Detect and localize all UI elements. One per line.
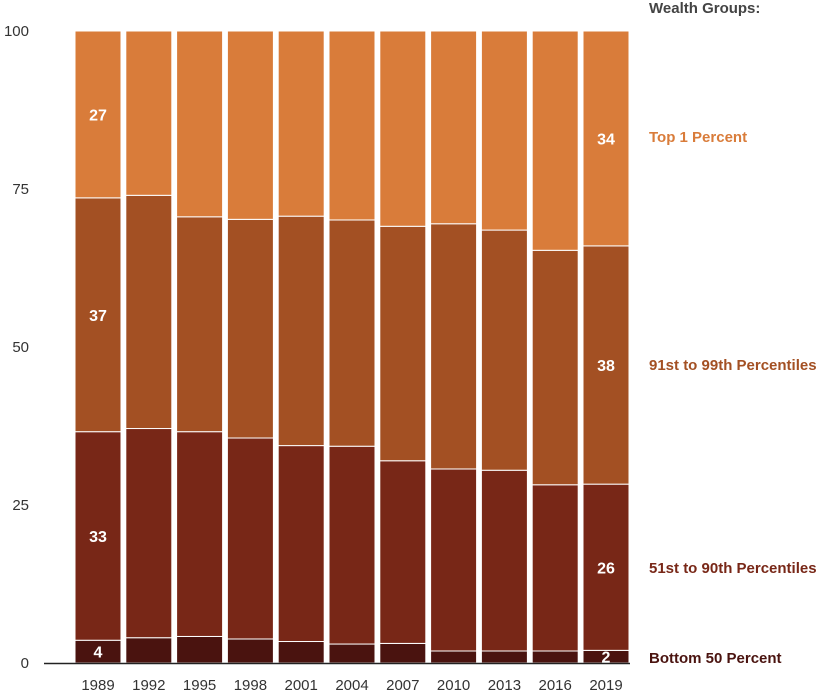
y-tick-label: 100 (4, 23, 29, 40)
bar-segment (531, 249, 579, 486)
data-label: 4 (94, 645, 103, 662)
y-tick-label: 50 (12, 339, 29, 356)
bar-segment (480, 469, 528, 652)
bar-segment (277, 445, 325, 643)
bar-segment (379, 460, 427, 644)
legend-title: Wealth Groups: (649, 0, 761, 17)
bar-segment (328, 445, 376, 645)
bar-segment (125, 428, 173, 639)
x-tick-label: 2016 (539, 677, 572, 694)
bar-segment (328, 643, 376, 664)
data-label: 37 (89, 308, 107, 325)
x-tick-label: 1998 (234, 677, 267, 694)
bar-segment (226, 638, 274, 664)
bar-segment (176, 635, 224, 664)
bar-segment (379, 225, 427, 462)
bar-segment (430, 650, 478, 664)
x-tick-label: 1992 (132, 677, 165, 694)
x-tick-label: 2004 (335, 677, 368, 694)
x-tick-label: 1995 (183, 677, 216, 694)
y-tick-label: 25 (12, 497, 29, 514)
bar-segment (379, 30, 427, 227)
bar-segment (379, 642, 427, 664)
bar-segment (531, 484, 579, 652)
bar-segment (277, 215, 325, 447)
data-label: 27 (89, 107, 107, 124)
y-axis: 0 25 50 75 100 (4, 23, 29, 672)
bar-segment (430, 223, 478, 470)
bar-segment (176, 216, 224, 433)
bar-segment (480, 650, 528, 664)
bar-segment (582, 245, 630, 485)
data-label: 33 (89, 529, 107, 546)
bar-segment (74, 431, 122, 641)
legend-top-1-percent: Top 1 Percent (649, 129, 748, 146)
bar-segment (480, 229, 528, 471)
bar-segment (328, 30, 376, 221)
bar-segment (125, 637, 173, 664)
x-axis: 1989 1992 1995 1998 2001 2004 2007 2010 2013 2016… (81, 677, 622, 694)
bar-segment (480, 30, 528, 231)
x-tick-label: 2019 (589, 677, 622, 694)
bar-segment (125, 30, 173, 196)
bars: 4 33 37 27 2 26 38 34 (44, 30, 630, 667)
legend-51st-to-90th-percentiles: 51st to 90th Percentiles (649, 560, 817, 577)
x-tick-label: 2001 (285, 677, 318, 694)
bar-segment (226, 30, 274, 220)
legend-bottom-50-percent: Bottom 50 Percent (649, 650, 782, 667)
y-tick-label: 75 (12, 181, 29, 198)
bar-segment (531, 650, 579, 664)
bar-segment (582, 483, 630, 651)
legend-91st-to-99th-percentiles: 91st to 99th Percentiles (649, 357, 817, 374)
x-tick-label: 1989 (81, 677, 114, 694)
bar-segment (430, 30, 478, 225)
bar-segment (226, 218, 274, 439)
x-tick-label: 2013 (488, 677, 521, 694)
y-tick-label: 0 (21, 655, 29, 672)
bar-segment (277, 641, 325, 664)
x-tick-label: 2010 (437, 677, 470, 694)
bar-segment (74, 30, 122, 199)
data-label: 2 (602, 650, 611, 667)
data-label: 26 (597, 560, 615, 577)
bar-segment (328, 219, 376, 447)
bar-segment (277, 30, 325, 217)
data-label: 34 (597, 131, 615, 148)
bar-segment (125, 194, 173, 430)
bar-segment (531, 30, 579, 251)
x-tick-label: 2007 (386, 677, 419, 694)
bar-segment (176, 30, 224, 218)
bar-segment (176, 431, 224, 637)
bar-segment (226, 437, 274, 640)
bar-segment (430, 468, 478, 652)
bar-segment (582, 30, 630, 247)
data-label: 38 (597, 358, 615, 375)
